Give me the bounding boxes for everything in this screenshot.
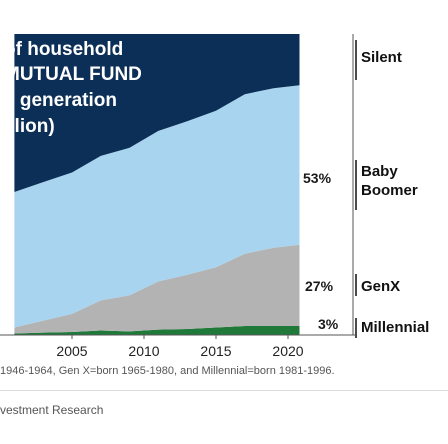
legend-millennial: Millennial: [361, 319, 429, 336]
legend-silent: Silent: [361, 49, 402, 66]
title-line-1: of household: [4, 39, 123, 60]
x-tick-label: 2015: [200, 343, 231, 359]
x-axis-ticks: 2005 2010 2015 2020: [56, 335, 304, 359]
boomer-value-label: 53%: [303, 170, 332, 186]
title-line-3: y generation: [4, 90, 117, 111]
area-layers: [14, 34, 300, 335]
area-millennial: [14, 326, 300, 335]
footnote: 1946-1964, Gen X=born 1965-1980, and Mil…: [0, 365, 335, 377]
legend: Silent Baby Boomer GenX Millennial: [355, 40, 429, 338]
x-tick-label: 2020: [272, 343, 303, 359]
area-genx: [14, 244, 300, 334]
divider: [0, 390, 448, 391]
legend-genx: GenX: [361, 278, 400, 295]
millennial-value-label: 3%: [318, 316, 339, 332]
chart-title: of household MUTUAL FUND y generation il…: [4, 39, 142, 137]
area-baby-boomer: [14, 85, 300, 328]
x-tick-label: 2010: [128, 343, 159, 359]
genx-value-label: 27%: [305, 278, 334, 294]
silent-value-label: 17%: [303, 44, 332, 60]
area-silent: [14, 34, 300, 192]
title-line-2: MUTUAL FUND: [4, 64, 142, 85]
legend-boomer-line1: Baby: [361, 163, 398, 180]
chart: of household MUTUAL FUND y generation il…: [0, 34, 429, 359]
x-tick-label: 2005: [56, 343, 87, 359]
legend-boomer-line2: Boomer: [361, 182, 418, 199]
source-note: vestment Research: [0, 403, 104, 417]
title-line-4: illion): [4, 116, 55, 137]
